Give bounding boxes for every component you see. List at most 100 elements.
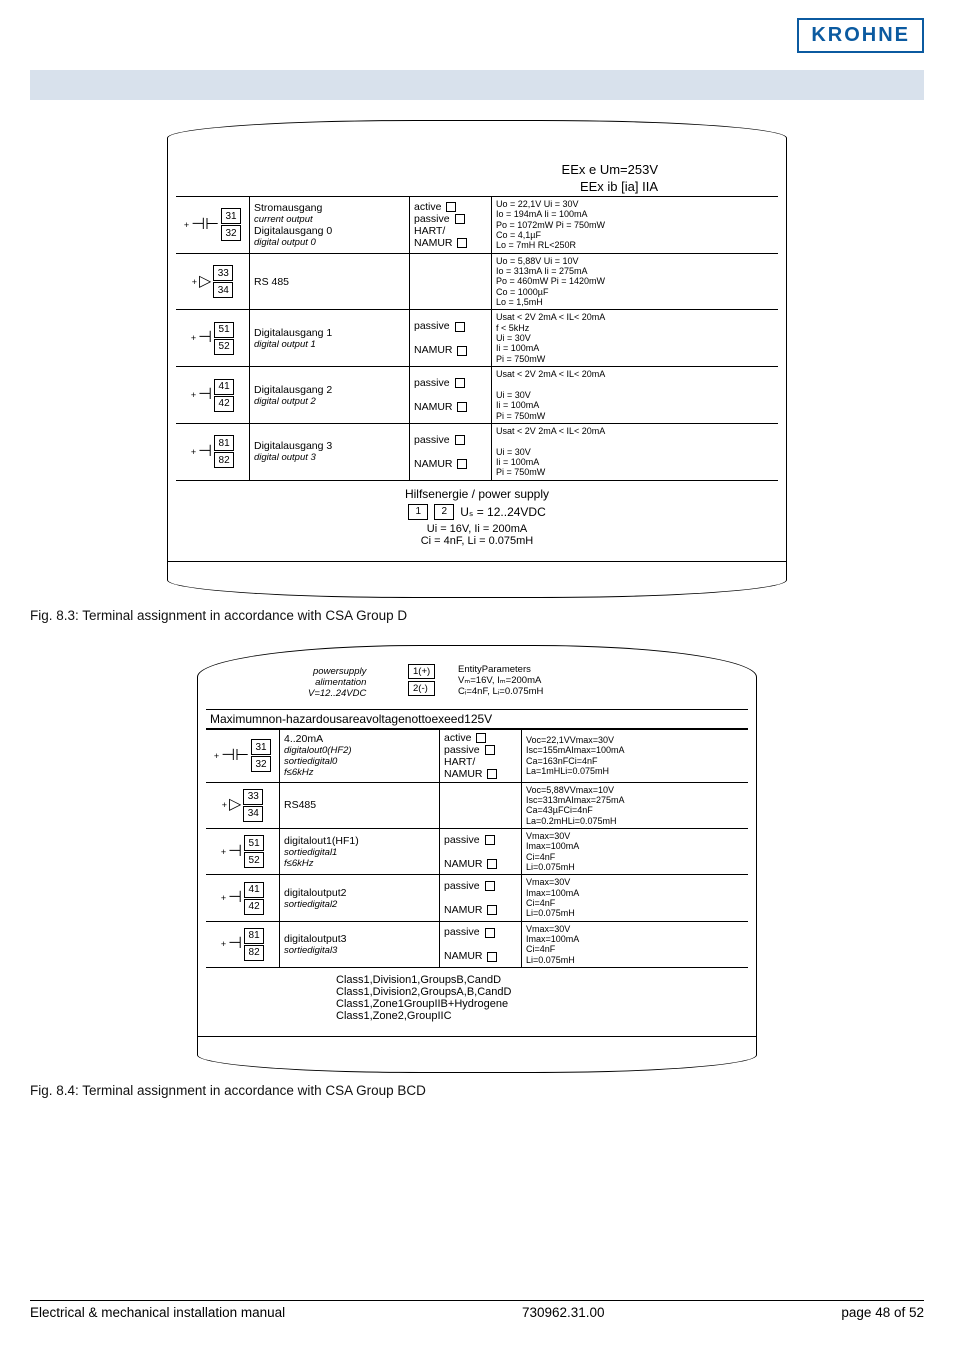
arc-box-1: 1(+) [408,664,435,679]
mode-text [444,938,517,950]
terminal-num: 51 [244,835,264,851]
signal-name-cell: RS485 [280,783,440,828]
signal-name: digitalout1(HF1) [284,835,435,847]
figure-caption-8-4: Fig. 8.4: Terminal assignment in accorda… [30,1083,924,1098]
checkbox-icon [485,928,495,938]
header-bar [30,70,924,100]
terminal-num: 33 [243,789,263,805]
class-line-2: Class1,Division2,GroupsA,B,CandD [336,986,748,998]
checkbox-icon [476,733,486,743]
polarity-sign: + [191,390,196,400]
checkbox-icon [455,214,465,224]
signal-name: Digitalausgang 3 [254,440,405,452]
terminal-glyph: ⊣⊢ [191,217,219,233]
signal-name-cell: digitaloutput2sortiedigital2 [280,875,440,920]
mode-option: passive [414,377,487,389]
signal-name-2-italic: digital output 0 [254,237,405,248]
signal-name: digitaloutput2 [284,887,435,899]
device-top-arc: powersupply alimentation V=12..24VDC 1(+… [197,645,757,709]
signal-name-cell: digitalout1(HF1)sortiedigital1f≤6kHz [280,829,440,874]
spec-line: Ca=43µFCi=4nF [526,805,744,815]
spec-line: Vmax=30V [526,924,744,934]
terminal-glyph: ▷ [199,274,211,290]
terminal-row: +▷3334RS485 Voc=5,88VVmax=10VIsc=313mAIm… [206,782,748,828]
signal-name-cell: digitaloutput3sortiedigital3 [280,922,440,967]
signal-name-italic: digital output 2 [254,396,405,407]
checkbox-icon [446,202,456,212]
mode-option: active [444,732,517,744]
terminal-num: 82 [244,945,264,961]
signal-name-cell: 4..20mAdigitalout0(HF2)sortiedigital0f≤6… [280,730,440,782]
class-block: Class1,Division1,GroupsB,CandD Class1,Di… [206,968,748,1028]
signal-name: Digitalausgang 1 [254,327,405,339]
signal-name-cell: RS 485 [250,254,410,310]
terminal-cell: +▷3334 [176,254,250,310]
device-top-arc [167,120,787,156]
footer-mid: 730962.31.00 [522,1305,605,1320]
spec-cell: Vmax=30VImax=100mACi=4nFLi=0.075mH [522,922,748,967]
terminal-cell: +⊣4142 [176,367,250,423]
signal-name-cell: Digitalausgang 3digital output 3 [250,424,410,480]
spec-line: Lo = 7mH RL<250R [496,240,774,250]
spec-line: Co = 4,1µF [496,230,774,240]
max-voltage-bar: Maximumnon-hazardousareavoltagenottoexee… [206,709,748,729]
signal-name-italic: sortiedigital1f≤6kHz [284,847,435,869]
mode-option: NAMUR [444,904,517,916]
spec-line: Vmax=30V [526,877,744,887]
spec-line: Usat < 2V 2mA < IL< 20mA [496,312,774,322]
spec-line: Li=0.075mH [526,862,744,872]
terminal-num: 41 [244,882,264,898]
spec-cell: Usat < 2V 2mA < IL< 20mA Ui = 30VIi = 10… [492,424,778,480]
terminal-glyph: ⊣ [228,890,242,906]
terminal-num: 52 [214,339,234,355]
terminal-glyph: ⊣ [228,936,242,952]
spec-line: Ui = 30V [496,447,774,457]
spec-line: Ii = 100mA [496,343,774,353]
device-bottom-arc [197,1037,757,1073]
terminal-num: 34 [243,806,263,822]
supply-line-3: Ci = 4nF, Li = 0.075mH [176,535,778,547]
mode-cell: active passive HART/NAMUR [440,730,522,782]
figure-caption-8-3: Fig. 8.3: Terminal assignment in accorda… [30,608,924,623]
mode-option: NAMUR [414,458,487,470]
terminal-num: 32 [251,756,271,772]
spec-line: Ii = 100mA [496,457,774,467]
checkbox-icon [457,402,467,412]
terminal-num: 51 [214,322,234,338]
checkbox-icon [487,905,497,915]
terminal-cell: +▷3334 [206,783,280,828]
arc-box-2: 2(-) [408,681,435,696]
spec-line: Imax=100mA [526,888,744,898]
mode-option: passive [414,320,487,332]
checkbox-icon [485,835,495,845]
signal-name: digitaloutput3 [284,933,435,945]
terminal-glyph: ⊣ [198,444,212,460]
checkbox-icon [485,745,495,755]
spec-line: Ci=4nF [526,944,744,954]
terminal-num: 82 [214,452,234,468]
arc-powersupply-block: powersupply alimentation V=12..24VDC [308,666,366,699]
terminal-row: +⊣5152Digitalausgang 1digital output 1pa… [176,309,778,366]
terminal-num: 81 [214,435,234,451]
terminal-row: +⊣⊢31324..20mAdigitalout0(HF2)sortiedigi… [206,729,748,782]
mode-option: passive [444,880,517,892]
arc-ps-title: powersupply [308,666,366,677]
signal-name-italic: digital output 3 [254,452,405,463]
checkbox-icon [487,952,497,962]
fig-8-4-device: powersupply alimentation V=12..24VDC 1(+… [197,645,757,1074]
spec-line: Co = 1000µF [496,287,774,297]
spec-line: Lo = 1,5mH [496,297,774,307]
checkbox-icon [485,881,495,891]
terminal-cell: +⊣4142 [206,875,280,920]
mode-cell [440,783,522,828]
terminal-cell: +⊣⊢3132 [176,197,250,253]
supply-title: Hilfsenergie / power supply [176,487,778,501]
signal-name: 4..20mA [284,733,435,745]
terminal-num: 42 [214,396,234,412]
checkbox-icon [455,378,465,388]
terminal-glyph: ⊣ [228,844,242,860]
signal-name: Digitalausgang 2 [254,384,405,396]
terminal-cell: +⊣8182 [176,424,250,480]
mode-cell: passive NAMUR [410,367,492,423]
class-line-4: Class1,Zone2,GroupIIC [336,1010,748,1022]
